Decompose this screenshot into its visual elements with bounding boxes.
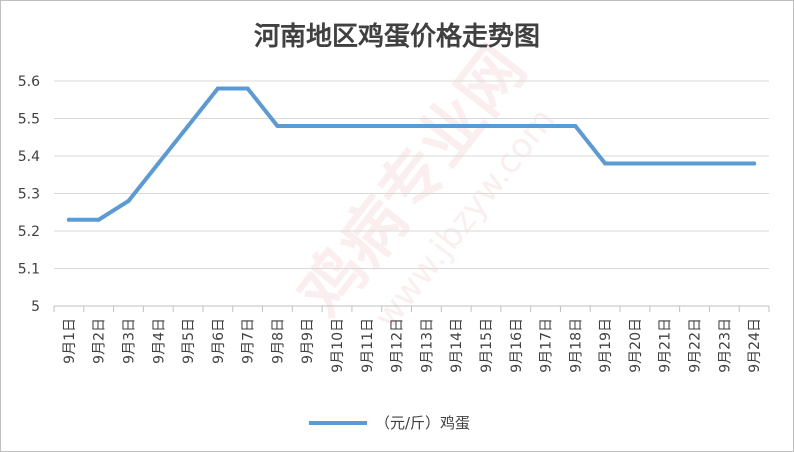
data-point [364,124,369,128]
x-axis: 9月1日 9月2日 9月3日 9月4日 9月5日 9月6日 9月7日 9月8日 9月9日 9月10… [53,305,770,373]
x-tick-label: 9月4日 [151,318,167,364]
data-point [454,124,459,128]
x-tick-label: 9月1日 [62,318,78,364]
x-tick-label: 9月17日 [539,318,555,373]
x-tick-label: 9月23日 [717,318,733,373]
x-tick-label: 9月6日 [211,318,227,364]
y-axis-ticks: 5 5.1 5.2 5.3 5.4 5.5 5.6 [18,74,40,315]
x-tick-label: 9月8日 [270,318,286,364]
data-point [722,161,727,166]
data-point [513,124,518,128]
data-point [215,86,220,91]
data-point [483,124,488,128]
data-point [573,124,578,128]
data-point [186,124,191,128]
x-tick-label: 9月3日 [121,318,137,364]
x-tick-label: 9月14日 [449,318,465,373]
x-tick-label: 9月9日 [300,318,316,364]
data-point [245,86,250,91]
gridlines [54,80,769,269]
x-tick-label: 9月5日 [181,318,197,364]
x-tick-label: 9月24日 [747,318,763,373]
data-point [543,124,548,128]
data-point [275,124,280,128]
data-point [96,217,101,222]
x-tick-label: 9月15日 [479,318,495,373]
x-tick-label: 9月11日 [360,318,376,373]
data-point [752,161,757,166]
data-point [305,124,310,128]
x-tick-label: 9月16日 [509,318,525,373]
data-point [126,199,131,203]
watermark: 鸡病专业网 www.jbzyw.com [285,33,563,336]
series-line-egg-price [66,86,757,222]
data-point [662,161,667,166]
x-tick-label: 9月22日 [688,318,704,373]
legend-label: （元/斤）鸡蛋 [375,414,470,432]
x-tick-label: 9月20日 [628,318,644,373]
y-tick-label: 5.2 [18,224,40,240]
y-tick-label: 5.5 [18,112,40,128]
y-tick-label: 5.6 [18,74,40,90]
y-tick-label: 5.4 [18,149,40,165]
data-point [424,124,429,128]
x-tick-label: 9月21日 [658,318,674,373]
x-tick-label: 9月19日 [598,318,614,373]
data-point [692,161,697,166]
data-point [156,161,161,166]
data-point [632,161,637,166]
data-point [335,124,340,128]
data-point [394,124,399,128]
x-tick-label: 9月18日 [568,318,584,373]
x-tick-label: 9月10日 [330,318,346,373]
series-layer [66,86,757,222]
x-tick-label: 9月2日 [92,318,108,364]
chart-title: 河南地区鸡蛋价格走势图 [254,21,540,52]
x-tick-label: 9月13日 [419,318,435,373]
data-point [603,161,608,166]
y-tick-label: 5.3 [18,187,40,203]
legend: （元/斤）鸡蛋 [309,414,470,432]
y-tick-label: 5.1 [18,262,40,278]
x-tick-label: 9月7日 [241,318,257,364]
data-point [66,217,71,222]
x-tick-label: 9月12日 [390,318,406,373]
y-tick-label: 5 [31,299,40,315]
